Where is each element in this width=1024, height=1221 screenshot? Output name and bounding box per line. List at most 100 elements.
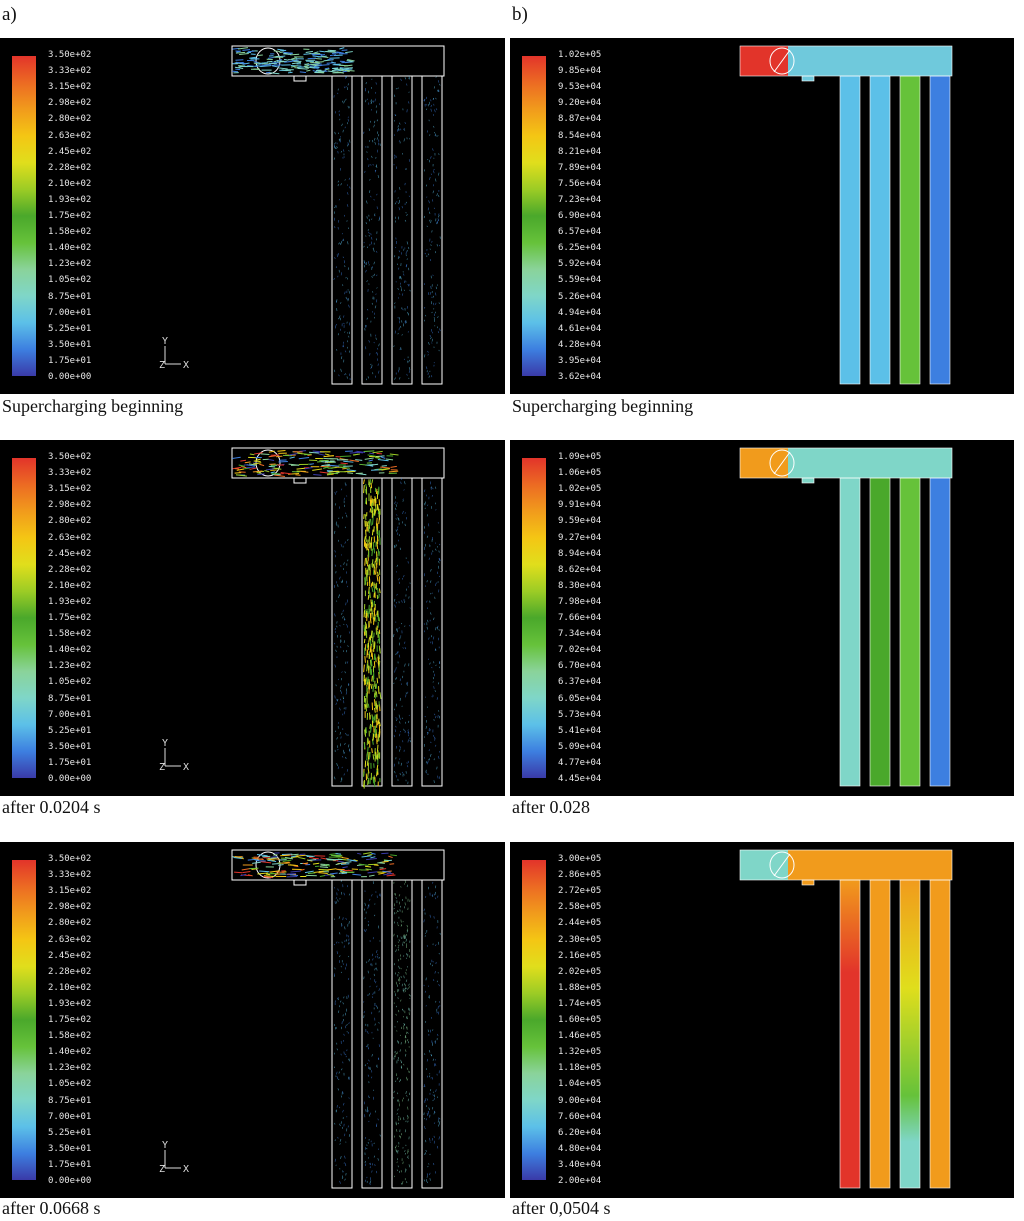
colormap-tick-label: 3.50e+02 bbox=[48, 452, 92, 462]
panel-b3: 3.00e+05 2.86e+05 2.72e+05 2.58e+05 2.44e+05… bbox=[510, 842, 1014, 1198]
colormap-tick-label: 0.00e+00 bbox=[48, 774, 92, 784]
colormap-tick-label: 3.00e+05 bbox=[558, 854, 602, 864]
colormap-tick-label: 1.06e+05 bbox=[558, 468, 602, 479]
colormap-tick-label: 2.80e+02 bbox=[48, 918, 92, 929]
geometry-plot: Y Z X bbox=[159, 45, 445, 385]
column-label-b: b) bbox=[512, 4, 528, 25]
axis-z-label: Z bbox=[159, 1164, 165, 1175]
axis-z-label: Z bbox=[159, 762, 165, 773]
colormap-tick-label: 3.95e+04 bbox=[558, 355, 602, 366]
colormap-tick-label: 4.80e+04 bbox=[558, 1143, 602, 1154]
colormap-tick-label: 5.73e+04 bbox=[558, 709, 602, 720]
axis-x-label: X bbox=[183, 762, 189, 773]
colormap-tick-label: 3.62e+04 bbox=[558, 372, 602, 382]
panel-caption: after 0.0668 s bbox=[2, 1198, 101, 1218]
colormap-tick-label: 7.60e+04 bbox=[558, 1111, 602, 1122]
colormap-tick-label: 2.80e+02 bbox=[48, 516, 92, 527]
colormap-tick-label: 2.98e+02 bbox=[48, 902, 92, 913]
colormap-tick-label: 9.27e+04 bbox=[558, 532, 602, 543]
colormap-tick-label: 1.40e+02 bbox=[48, 1047, 92, 1058]
colormap-bar bbox=[522, 56, 546, 376]
colormap-tick-label: 3.15e+02 bbox=[48, 82, 92, 93]
colormap-tick-label: 3.33e+02 bbox=[48, 66, 92, 77]
colormap-tick-label: 9.85e+04 bbox=[558, 66, 602, 77]
colormap-tick-label: 2.45e+02 bbox=[48, 548, 92, 559]
colormap-tick-label: 1.23e+02 bbox=[48, 259, 92, 270]
colormap-tick-label: 5.25e+01 bbox=[48, 1127, 92, 1138]
colormap-tick-label: 8.87e+04 bbox=[558, 114, 602, 125]
colormap-tick-label: 9.00e+04 bbox=[558, 1095, 602, 1106]
colormap-tick-label: 2.86e+05 bbox=[558, 870, 602, 881]
colormap-tick-label: 2.45e+02 bbox=[48, 950, 92, 961]
colormap-tick-label: 9.20e+04 bbox=[558, 98, 602, 109]
axis-y-label: Y bbox=[162, 738, 168, 749]
colormap-tick-label: 5.59e+04 bbox=[558, 275, 602, 286]
colormap-tick-label: 1.88e+05 bbox=[558, 982, 602, 993]
colormap-tick-label: 1.05e+02 bbox=[48, 677, 92, 688]
colormap-tick-label: 1.46e+05 bbox=[558, 1031, 602, 1042]
manifold-outline bbox=[231, 447, 445, 787]
colormap-tick-label: 7.66e+04 bbox=[558, 613, 602, 623]
colormap-tick-label: 8.30e+04 bbox=[558, 580, 602, 591]
panel-b2: 1.09e+05 1.06e+05 1.02e+05 9.91e+04 9.59e+04… bbox=[510, 440, 1014, 796]
colormap-tick-label: 2.44e+05 bbox=[558, 918, 602, 929]
panel-caption: after 0,0504 s bbox=[512, 1198, 611, 1218]
colormap-tick-label: 8.75e+01 bbox=[48, 1095, 92, 1106]
colormap-tick-label: 7.89e+04 bbox=[558, 162, 602, 173]
colormap-tick-label: 6.20e+04 bbox=[558, 1127, 602, 1138]
colormap-tick-label: 2.45e+02 bbox=[48, 146, 92, 157]
colormap-tick-label: 2.28e+02 bbox=[48, 162, 92, 173]
colormap-tick-label: 3.15e+02 bbox=[48, 886, 92, 897]
colormap-tick-label: 5.09e+04 bbox=[558, 741, 602, 752]
colormap-tick-label: 5.25e+01 bbox=[48, 323, 92, 334]
axis-triad: Y Z X bbox=[159, 738, 189, 773]
panel-caption: after 0.028 bbox=[512, 797, 590, 817]
colormap-tick-label: 7.34e+04 bbox=[558, 629, 602, 640]
colormap-tick-label: 5.41e+04 bbox=[558, 725, 602, 736]
pressure-field bbox=[739, 447, 953, 787]
colormap-tick-label: 8.54e+04 bbox=[558, 130, 602, 141]
colormap-tick-label: 3.50e+02 bbox=[48, 854, 92, 864]
colormap-tick-label: 1.23e+02 bbox=[48, 661, 92, 672]
colormap-tick-label: 5.25e+01 bbox=[48, 725, 92, 736]
colormap-tick-label: 2.98e+02 bbox=[48, 98, 92, 109]
colormap-tick-label: 8.21e+04 bbox=[558, 146, 602, 157]
colormap-tick-label: 6.70e+04 bbox=[558, 661, 602, 672]
colormap-tick-label: 3.50e+01 bbox=[48, 741, 92, 752]
geometry-plot: YZX bbox=[739, 45, 953, 385]
axis-z-label: Z bbox=[159, 360, 165, 371]
colormap-tick-label: 1.40e+02 bbox=[48, 645, 92, 656]
colormap-tick-label: 7.00e+01 bbox=[48, 307, 92, 318]
colormap-tick-label: 1.75e+01 bbox=[48, 757, 92, 768]
pressure-field bbox=[739, 45, 953, 385]
axis-y-label: Y bbox=[162, 336, 168, 347]
column-label-a: a) bbox=[2, 4, 17, 25]
panel-b1: 1.02e+05 9.85e+04 9.53e+04 9.20e+04 8.87e+04… bbox=[510, 38, 1014, 394]
velocity-vectors bbox=[232, 449, 441, 789]
panel-caption: after 0.0204 s bbox=[2, 797, 101, 817]
colormap-tick-label: 1.02e+05 bbox=[558, 484, 602, 495]
geometry-plot: YZX bbox=[739, 849, 953, 1189]
colormap-tick-label: 2.10e+02 bbox=[48, 178, 92, 189]
colormap-tick-label: 7.56e+04 bbox=[558, 178, 602, 189]
axis-x-label: X bbox=[183, 360, 189, 371]
axis-triad: Y Z X bbox=[159, 1140, 189, 1175]
colormap-tick-label: 4.61e+04 bbox=[558, 323, 602, 334]
colormap-tick-label: 1.75e+01 bbox=[48, 1159, 92, 1170]
colormap-tick-label: 6.90e+04 bbox=[558, 211, 602, 221]
colormap-tick-label: 2.28e+02 bbox=[48, 564, 92, 575]
colormap-tick-label: 6.57e+04 bbox=[558, 227, 602, 238]
colormap-tick-label: 1.75e+02 bbox=[48, 613, 92, 623]
velocity-vectors bbox=[232, 852, 441, 1186]
colormap-tick-label: 2.10e+02 bbox=[48, 982, 92, 993]
colormap-tick-label: 9.53e+04 bbox=[558, 82, 602, 93]
colormap-tick-label: 1.75e+02 bbox=[48, 1015, 92, 1025]
colormap-tick-label: 6.05e+04 bbox=[558, 693, 602, 704]
colormap-tick-label: 6.37e+04 bbox=[558, 677, 602, 688]
colormap-tick-label: 1.58e+02 bbox=[48, 1031, 92, 1042]
colormap-tick-label: 2.16e+05 bbox=[558, 950, 602, 961]
panel-a2: 3.50e+02 3.33e+02 3.15e+02 2.98e+02 2.80e+02… bbox=[0, 440, 505, 796]
colormap-tick-label: 2.72e+05 bbox=[558, 886, 602, 897]
colormap-tick-label: 4.94e+04 bbox=[558, 307, 602, 318]
